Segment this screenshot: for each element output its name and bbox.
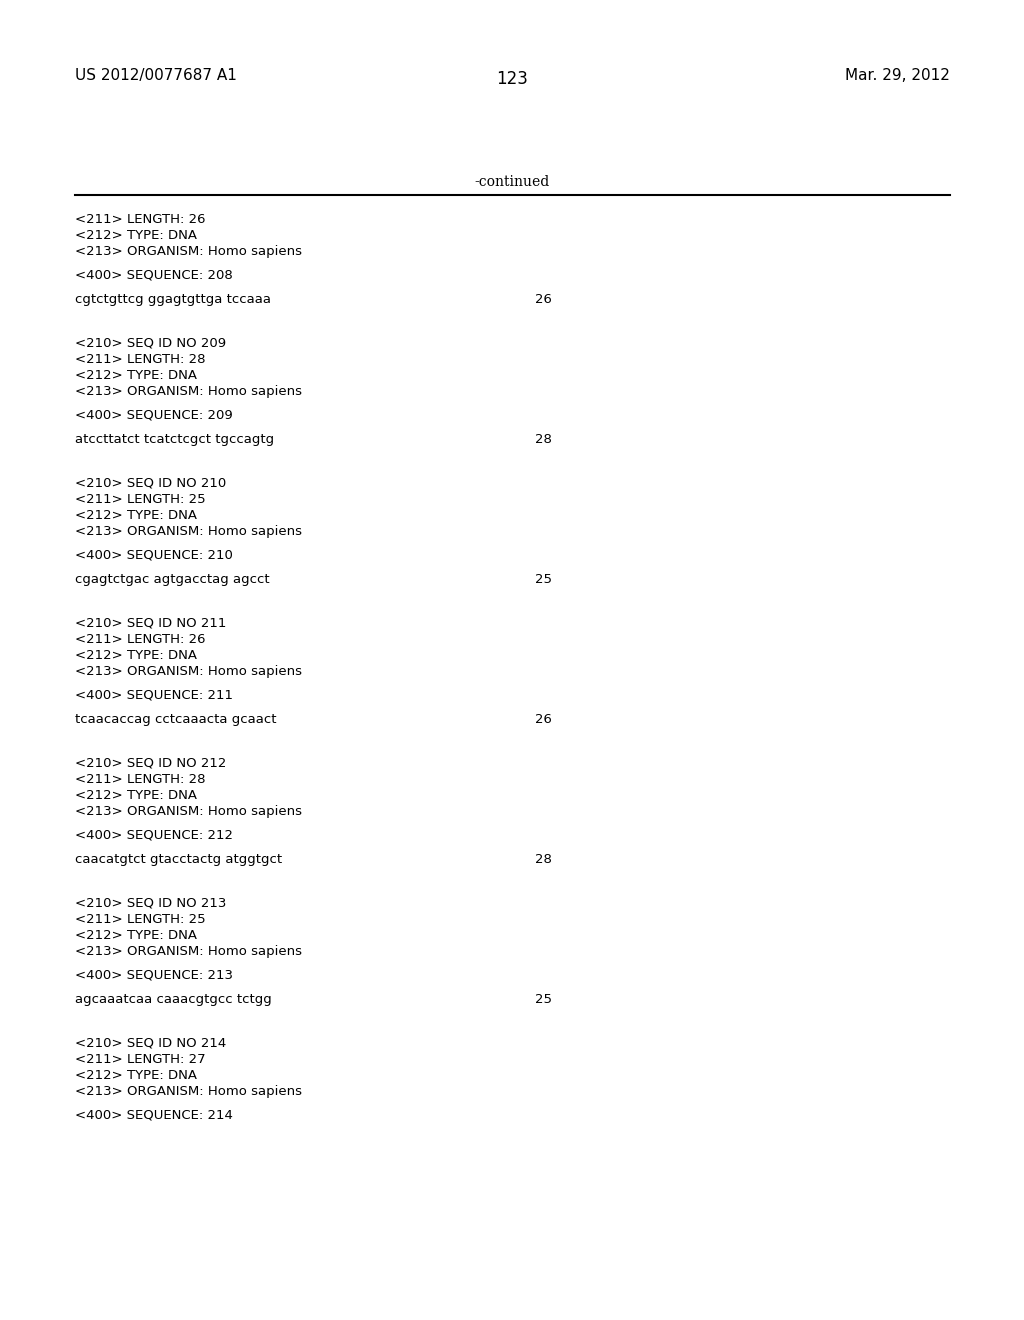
Text: Mar. 29, 2012: Mar. 29, 2012: [845, 69, 950, 83]
Text: 123: 123: [496, 70, 528, 88]
Text: <212> TYPE: DNA: <212> TYPE: DNA: [75, 789, 197, 803]
Text: <210> SEQ ID NO 211: <210> SEQ ID NO 211: [75, 616, 226, 630]
Text: 25: 25: [535, 573, 552, 586]
Text: <212> TYPE: DNA: <212> TYPE: DNA: [75, 370, 197, 381]
Text: <213> ORGANISM: Homo sapiens: <213> ORGANISM: Homo sapiens: [75, 1085, 302, 1098]
Text: cgtctgttcg ggagtgttga tccaaa: cgtctgttcg ggagtgttga tccaaa: [75, 293, 271, 306]
Text: agcaaatcaa caaacgtgcc tctgg: agcaaatcaa caaacgtgcc tctgg: [75, 993, 271, 1006]
Text: <212> TYPE: DNA: <212> TYPE: DNA: [75, 228, 197, 242]
Text: 26: 26: [535, 713, 552, 726]
Text: <400> SEQUENCE: 213: <400> SEQUENCE: 213: [75, 969, 233, 982]
Text: <212> TYPE: DNA: <212> TYPE: DNA: [75, 1069, 197, 1082]
Text: <210> SEQ ID NO 212: <210> SEQ ID NO 212: [75, 756, 226, 770]
Text: 26: 26: [535, 293, 552, 306]
Text: <213> ORGANISM: Homo sapiens: <213> ORGANISM: Homo sapiens: [75, 525, 302, 539]
Text: <400> SEQUENCE: 209: <400> SEQUENCE: 209: [75, 409, 232, 422]
Text: <400> SEQUENCE: 212: <400> SEQUENCE: 212: [75, 829, 233, 842]
Text: <210> SEQ ID NO 213: <210> SEQ ID NO 213: [75, 898, 226, 909]
Text: cgagtctgac agtgacctag agcct: cgagtctgac agtgacctag agcct: [75, 573, 269, 586]
Text: <210> SEQ ID NO 214: <210> SEQ ID NO 214: [75, 1038, 226, 1049]
Text: <213> ORGANISM: Homo sapiens: <213> ORGANISM: Homo sapiens: [75, 246, 302, 257]
Text: <212> TYPE: DNA: <212> TYPE: DNA: [75, 929, 197, 942]
Text: <211> LENGTH: 25: <211> LENGTH: 25: [75, 492, 206, 506]
Text: <213> ORGANISM: Homo sapiens: <213> ORGANISM: Homo sapiens: [75, 805, 302, 818]
Text: <210> SEQ ID NO 210: <210> SEQ ID NO 210: [75, 477, 226, 490]
Text: <400> SEQUENCE: 208: <400> SEQUENCE: 208: [75, 269, 232, 282]
Text: -continued: -continued: [474, 176, 550, 189]
Text: <213> ORGANISM: Homo sapiens: <213> ORGANISM: Homo sapiens: [75, 945, 302, 958]
Text: <211> LENGTH: 25: <211> LENGTH: 25: [75, 913, 206, 927]
Text: <211> LENGTH: 28: <211> LENGTH: 28: [75, 352, 206, 366]
Text: <400> SEQUENCE: 211: <400> SEQUENCE: 211: [75, 689, 233, 702]
Text: 25: 25: [535, 993, 552, 1006]
Text: caacatgtct gtacctactg atggtgct: caacatgtct gtacctactg atggtgct: [75, 853, 283, 866]
Text: <212> TYPE: DNA: <212> TYPE: DNA: [75, 510, 197, 521]
Text: atccttatct tcatctcgct tgccagtg: atccttatct tcatctcgct tgccagtg: [75, 433, 274, 446]
Text: <400> SEQUENCE: 210: <400> SEQUENCE: 210: [75, 549, 232, 562]
Text: 28: 28: [535, 433, 552, 446]
Text: <211> LENGTH: 28: <211> LENGTH: 28: [75, 774, 206, 785]
Text: <213> ORGANISM: Homo sapiens: <213> ORGANISM: Homo sapiens: [75, 385, 302, 399]
Text: <211> LENGTH: 27: <211> LENGTH: 27: [75, 1053, 206, 1067]
Text: 28: 28: [535, 853, 552, 866]
Text: tcaacaccag cctcaaacta gcaact: tcaacaccag cctcaaacta gcaact: [75, 713, 276, 726]
Text: <400> SEQUENCE: 214: <400> SEQUENCE: 214: [75, 1109, 232, 1122]
Text: <210> SEQ ID NO 209: <210> SEQ ID NO 209: [75, 337, 226, 350]
Text: <211> LENGTH: 26: <211> LENGTH: 26: [75, 634, 206, 645]
Text: <212> TYPE: DNA: <212> TYPE: DNA: [75, 649, 197, 663]
Text: <211> LENGTH: 26: <211> LENGTH: 26: [75, 213, 206, 226]
Text: <213> ORGANISM: Homo sapiens: <213> ORGANISM: Homo sapiens: [75, 665, 302, 678]
Text: US 2012/0077687 A1: US 2012/0077687 A1: [75, 69, 237, 83]
